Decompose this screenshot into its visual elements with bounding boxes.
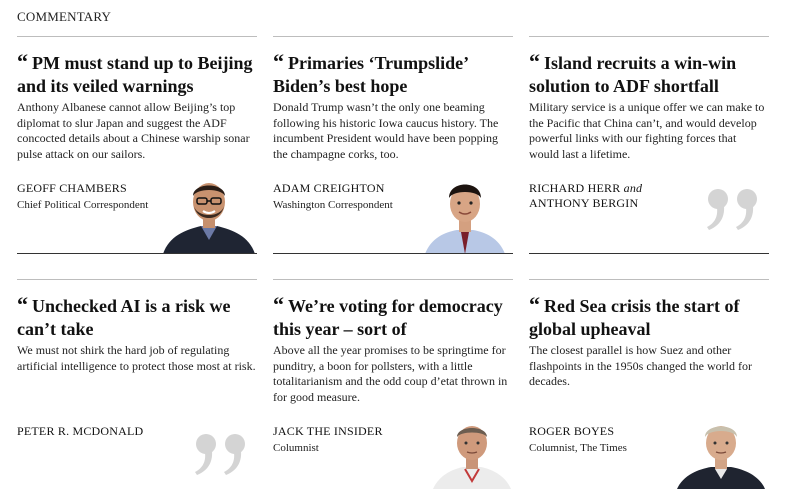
article-card[interactable]: “Primaries ‘Trumpslide’ Biden’s best hop… [273,36,513,254]
author-role: Chief Political Correspondent [17,199,149,211]
large-quote-mark-icon [193,431,249,482]
quote-icon: “ [17,292,28,317]
article-headline[interactable]: “PM must stand up to Beijing and its vei… [17,49,253,96]
author-name[interactable]: ADAM CREIGHTON [273,181,385,195]
card-bottom-rule [529,253,769,254]
card-divider [529,36,769,37]
article-headline[interactable]: “Red Sea crisis the start of global uphe… [529,292,740,339]
card-divider [273,279,513,280]
article-standfirst[interactable]: Anthony Albanese cannot allow Beijing’s … [17,100,250,161]
article-card[interactable]: “Red Sea crisis the start of global uphe… [529,279,769,489]
large-quote-mark-icon [705,186,761,237]
author-name[interactable]: GEOFF CHAMBERS [17,181,127,195]
article-headline[interactable]: “Island recruits a win-win solution to A… [529,49,737,96]
article-card[interactable]: “Unchecked AI is a risk we can’t take We… [17,279,257,489]
card-divider [17,36,257,37]
article-headline[interactable]: “Primaries ‘Trumpslide’ Biden’s best hop… [273,49,468,96]
card-divider [273,36,513,37]
card-divider [17,279,257,280]
article-standfirst[interactable]: The closest parallel is how Suez and oth… [529,343,752,388]
card-bottom-rule [273,253,513,254]
article-standfirst[interactable]: We must not shirk the hard job of regula… [17,343,256,373]
quote-icon: “ [273,292,284,317]
author-photo[interactable] [423,178,507,254]
author-name-second[interactable]: ANTHONY BERGIN [529,196,639,210]
author-name[interactable]: PETER R. MCDONALD [17,424,144,438]
article-standfirst[interactable]: Above all the year promises to be spring… [273,343,508,404]
author-role: Washington Correspondent [273,199,393,211]
quote-icon: “ [529,49,540,74]
card-bottom-rule [17,253,257,254]
quote-icon: “ [273,49,284,74]
author-name[interactable]: JACK THE INSIDER [273,424,383,438]
article-card[interactable]: “PM must stand up to Beijing and its vei… [17,36,257,254]
quote-icon: “ [529,292,540,317]
article-standfirst[interactable]: Military service is a unique offer we ca… [529,100,765,161]
article-headline[interactable]: “We’re voting for democracy this year – … [273,292,503,339]
author-role: Columnist, The Times [529,442,627,454]
article-headline[interactable]: “Unchecked AI is a risk we can’t take [17,292,231,339]
author-photo[interactable] [675,421,767,489]
article-standfirst[interactable]: Donald Trump wasn’t the only one beaming… [273,100,499,161]
author-photo[interactable] [161,178,257,254]
author-name[interactable]: ROGER BOYES [529,424,615,438]
author-role: Columnist [273,442,319,454]
article-card[interactable]: “We’re voting for democracy this year – … [273,279,513,489]
section-label[interactable]: COMMENTARY [17,9,112,24]
quote-icon: “ [17,49,28,74]
article-card[interactable]: “Island recruits a win-win solution to A… [529,36,769,254]
author-photo[interactable] [431,421,513,489]
card-divider [529,279,769,280]
author-name[interactable]: RICHARD HERR and [529,181,643,195]
